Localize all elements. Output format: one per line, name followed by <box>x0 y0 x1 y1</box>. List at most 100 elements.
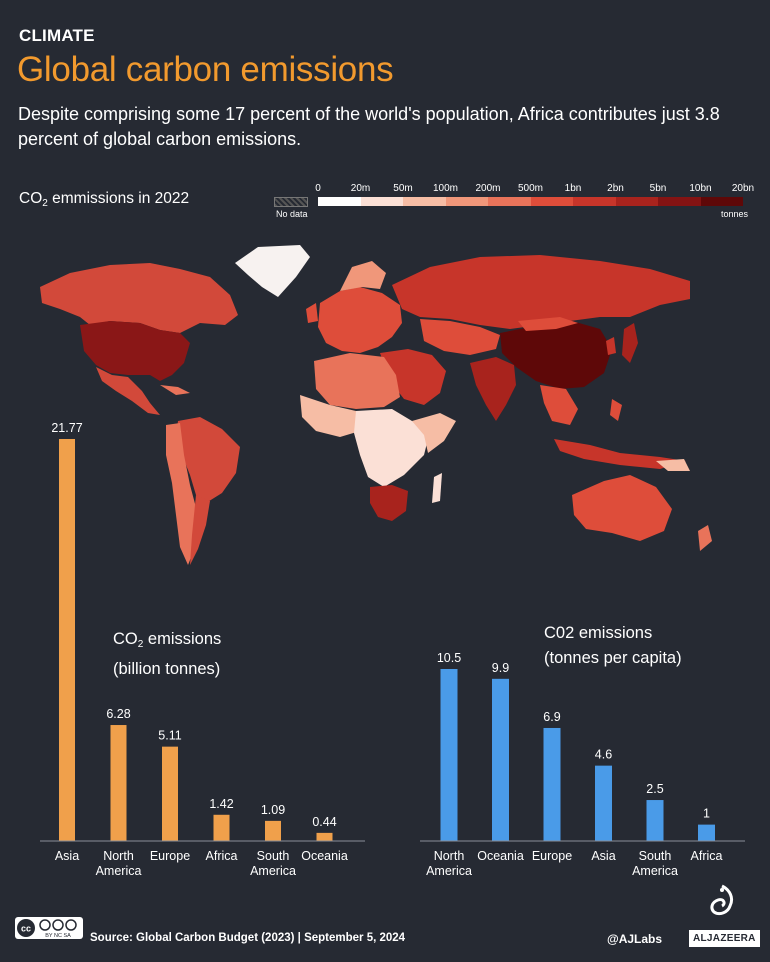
japan <box>622 323 638 363</box>
legend-swatch <box>488 197 531 206</box>
andes <box>166 423 198 565</box>
legend-swatch <box>360 197 403 206</box>
value-label: 2.5 <box>646 782 663 796</box>
central-africa <box>354 409 430 487</box>
category-label: South <box>639 849 672 863</box>
india <box>470 357 516 421</box>
bar <box>316 832 333 841</box>
legend-break-label: 500m <box>517 183 544 194</box>
bar <box>595 765 612 841</box>
china <box>500 321 612 389</box>
world-map <box>40 245 712 565</box>
se-asia <box>540 385 578 425</box>
category-label: Asia <box>55 849 79 863</box>
cc-license-icon: cc BY NC SA <box>15 917 83 939</box>
value-label: 4.6 <box>595 748 612 762</box>
kicker-label: CLIMATE <box>19 26 95 45</box>
value-label: 1.09 <box>261 803 285 817</box>
europe <box>318 287 402 353</box>
png <box>656 459 690 471</box>
legend-break-label: 2bn <box>607 183 624 194</box>
emissions-total-chart: CO2 emissions (billion tonnes) 21.77 Asia… <box>0 415 380 885</box>
south-africa <box>370 485 408 521</box>
category-label: Oceania <box>301 849 348 863</box>
value-label: 10.5 <box>437 651 461 665</box>
value-label: 9.9 <box>492 661 509 675</box>
category-label: America <box>250 864 296 878</box>
legend-swatch <box>615 197 658 206</box>
bar <box>543 727 561 841</box>
australia <box>572 475 672 541</box>
category-label: North <box>103 849 134 863</box>
legend-break-label: 200m <box>475 183 501 194</box>
map-legend: No data tonnes 0 20m 50m 100m 200m 500m 1bn 2bn… <box>274 183 754 223</box>
no-data-label: No data <box>276 209 308 219</box>
bar <box>59 439 75 841</box>
bar <box>265 820 281 841</box>
chart-left-svg: 21.77Asia6.28NorthAmerica5.11Europe1.42A… <box>40 421 365 878</box>
indonesia <box>554 439 686 469</box>
legend-break-label: 5bn <box>649 183 667 194</box>
middle-east <box>380 349 446 405</box>
chart-right-svg: 10.5 North America 9.9 Oceania 6.9 Europe 4.6 As… <box>420 651 745 878</box>
value-label: 6.9 <box>543 710 560 724</box>
category-label: Europe <box>532 849 572 863</box>
legend-break-label: 20m <box>350 183 371 194</box>
legend-break-label: 10bn <box>689 183 712 194</box>
svg-text:cc: cc <box>21 924 31 934</box>
legend-swatch <box>318 197 361 206</box>
category-label: Africa <box>206 849 238 863</box>
value-label: 1 <box>703 807 710 821</box>
legend-swatch <box>573 197 616 206</box>
west-africa <box>300 395 360 437</box>
value-label: 6.28 <box>106 707 130 721</box>
greenland <box>235 245 310 297</box>
russia <box>392 255 690 329</box>
value-label: 5.11 <box>158 729 181 743</box>
category-label: America <box>632 864 678 878</box>
value-label: 1.42 <box>209 797 233 811</box>
aljazeera-logo-text: ALJAZEERA <box>689 930 760 947</box>
value-label: 21.77 <box>51 421 82 435</box>
korea <box>606 337 616 355</box>
category-label: America <box>96 864 142 878</box>
legend-swatch <box>700 197 743 206</box>
category-label: North <box>434 849 465 863</box>
bar <box>162 746 178 841</box>
legend-unit-label: tonnes <box>720 209 748 219</box>
canada <box>40 263 238 333</box>
legend-break-label: 0 <box>315 183 321 194</box>
argentina <box>190 495 210 565</box>
source-credit: Source: Global Carbon Budget (2023) | Se… <box>90 932 406 944</box>
madagascar <box>432 473 442 503</box>
svg-text:BY NC SA: BY NC SA <box>45 933 71 939</box>
legend-swatch <box>530 197 573 206</box>
category-label: Europe <box>150 849 190 863</box>
aljazeera-logo-icon <box>710 884 734 916</box>
usa <box>80 321 190 381</box>
legend-break-label: 50m <box>393 183 413 194</box>
legend-break-label: 100m <box>432 183 459 194</box>
page-subtitle: Despite comprising some 17 percent of th… <box>18 104 720 149</box>
category-label: Africa <box>691 849 723 863</box>
scandinavia <box>340 261 386 291</box>
bar <box>492 678 509 841</box>
category-label: Oceania <box>477 849 524 863</box>
bar <box>213 814 230 841</box>
uk <box>306 303 318 323</box>
east-africa <box>412 413 456 453</box>
caribbean <box>160 385 190 395</box>
central-asia <box>420 319 500 355</box>
legend-break-label: 20bn <box>731 183 755 194</box>
footer: cc BY NC SA Source: Global Carbon Budget… <box>0 884 770 962</box>
legend-swatch <box>445 197 488 206</box>
legend-swatch <box>403 197 446 206</box>
mexico <box>96 367 160 415</box>
legend-break-label: 1bn <box>564 183 582 194</box>
bar <box>110 725 127 841</box>
page-title: Global carbon emissions <box>17 50 394 89</box>
bar <box>698 824 715 841</box>
category-label: Asia <box>591 849 615 863</box>
no-data-swatch <box>274 197 308 207</box>
bar <box>440 669 458 841</box>
